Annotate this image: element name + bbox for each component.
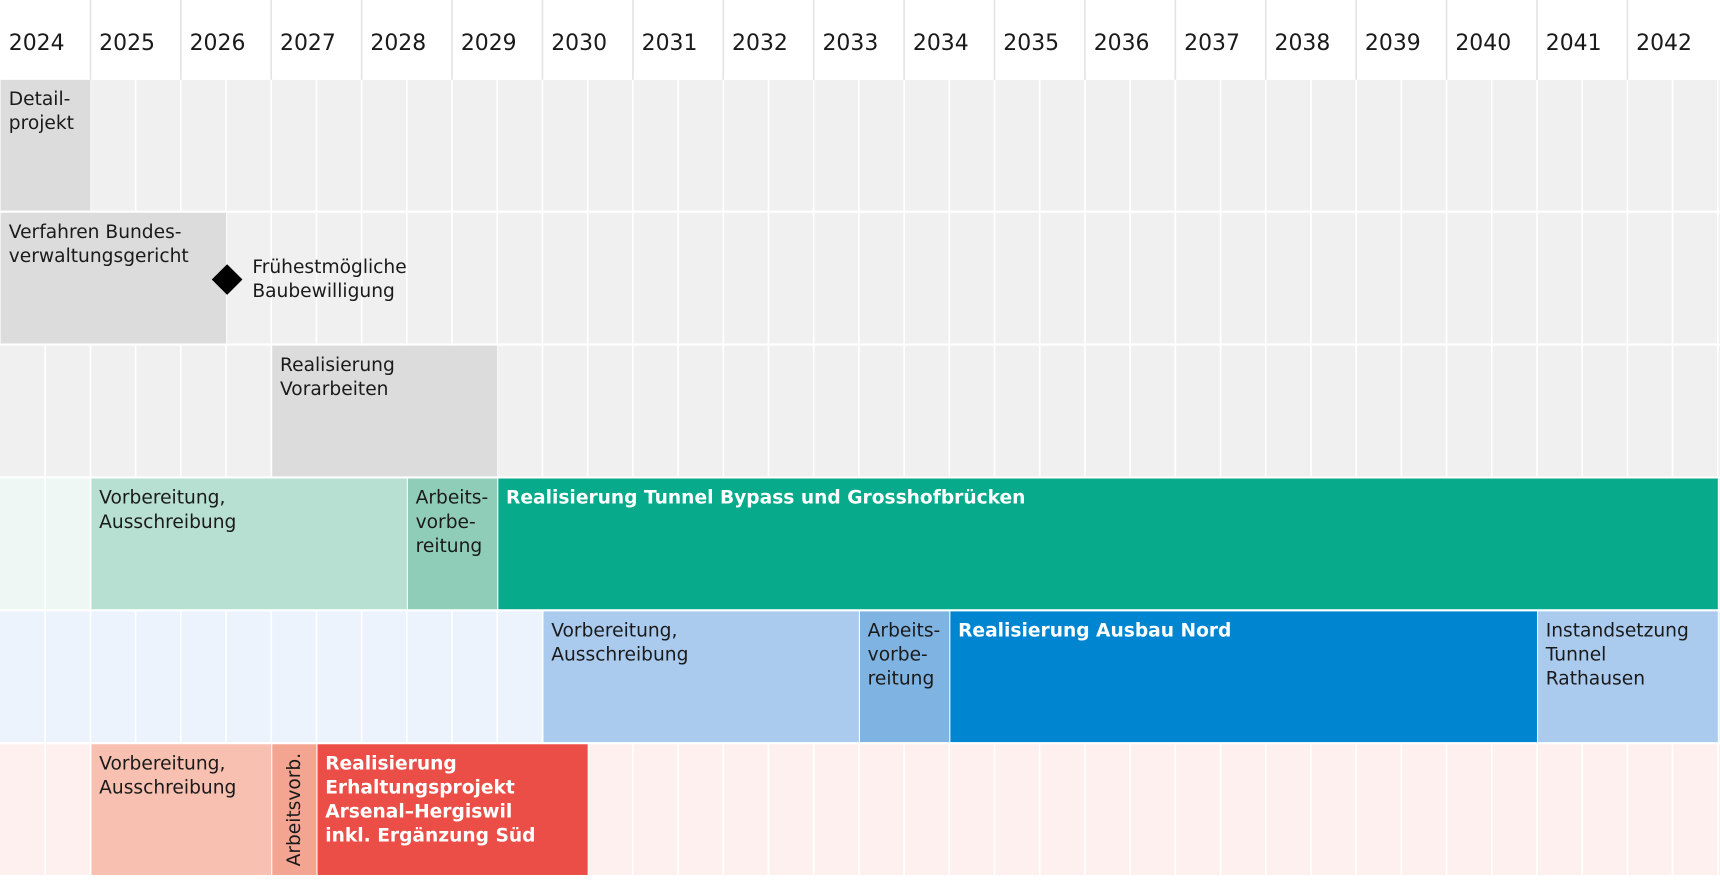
phase-label: verwaltungsgericht [9,246,189,267]
year-label: 2026 [190,31,246,56]
phase-label: Tunnel [1545,645,1607,666]
phase-label: Vorarbeiten [280,379,388,400]
year-label: 2029 [461,31,517,56]
year-label: 2035 [1003,31,1059,56]
phase-label: reitung [868,669,935,690]
phase-bar [543,611,859,743]
year-label: 2033 [822,31,878,56]
phase-bar [1538,611,1718,743]
row-background [0,212,1720,344]
year-label: 2038 [1275,31,1331,56]
phase-label: Instandsetzung [1546,621,1689,642]
year-label: 2040 [1455,31,1511,56]
phase-label: Arbeitsvorb. [284,753,305,866]
phase-label: Ausschreibung [551,645,688,666]
phase-label: inkl. Ergänzung Süd [325,826,535,847]
year-label: 2030 [551,31,607,56]
phase-label: Arbeits- [868,621,941,642]
row-background [0,345,1720,477]
phase-label: reitung [416,536,483,557]
milestone-label: Frühestmögliche [252,257,406,278]
milestone-label: Baubewilligung [252,281,395,302]
phase-label: Arsenal–Hergiswil [325,802,512,823]
phase-bar [317,744,588,875]
phase-label: Realisierung [280,355,395,376]
phase-bar [498,478,1718,610]
phase-bar [1,212,227,344]
year-label: 2036 [1094,31,1150,56]
phase-label: Ausschreibung [99,778,236,799]
phase-bar [407,478,498,610]
year-label: 2041 [1546,31,1602,56]
phase-label: vorbe- [868,645,928,666]
phase-bar [860,611,950,743]
year-label: 2032 [732,31,788,56]
phase-label: Vorbereitung, [99,753,225,774]
phase-label: Realisierung Ausbau Nord [958,621,1231,642]
year-label: 2028 [370,31,426,56]
phase-label: Rathausen [1546,669,1645,690]
year-label: 2025 [99,31,155,56]
phase-label: Vorbereitung, [551,621,677,642]
year-label: 2031 [642,31,698,56]
row-background [0,79,1720,211]
phase-label: Erhaltungsprojekt [325,778,515,799]
year-label: 2034 [913,31,969,56]
phase-label: Ausschreibung [99,512,236,533]
phase-label: vorbe- [416,512,476,533]
phase-bar [91,478,407,610]
phase-bar [950,611,1537,743]
phase-label: Vorbereitung, [99,488,225,509]
phase-bar [1,79,91,211]
phase-label: Arbeits- [416,488,489,509]
phase-label: Realisierung Tunnel Bypass und Grosshofb… [506,488,1025,509]
phase-bar [91,744,272,875]
year-label: 2039 [1365,31,1421,56]
phase-label: Realisierung [325,753,456,774]
year-label: 2042 [1636,31,1692,56]
phase-label: Verfahren Bundes- [9,222,182,243]
year-label: 2027 [280,31,336,56]
year-label: 2037 [1184,31,1240,56]
phase-label: Detail- [9,89,71,110]
milestone-diamond [211,264,243,295]
phase-label: projekt [9,113,74,134]
phase-bar [272,345,498,477]
year-label: 2024 [9,31,65,56]
phase-bar [272,744,317,875]
